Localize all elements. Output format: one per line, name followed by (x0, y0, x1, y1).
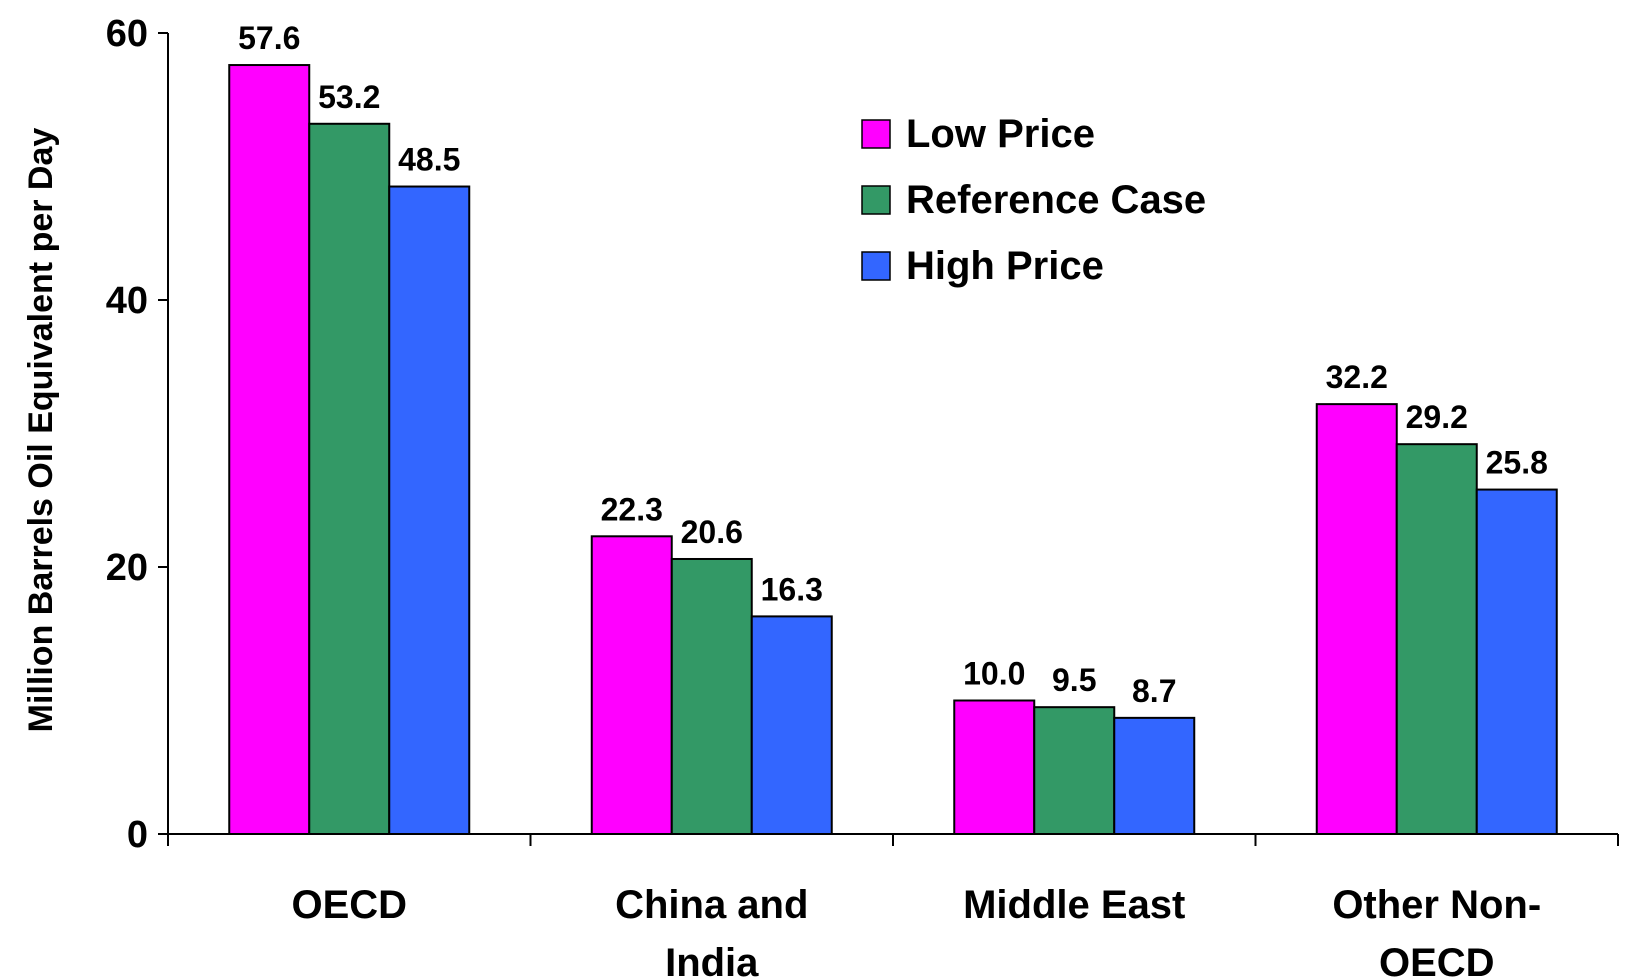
legend-swatch-high-price (861, 251, 891, 281)
y-tick-label: 60 (106, 13, 148, 55)
y-axis-title: Million Barrels Oil Equivalent per Day (22, 128, 60, 733)
legend-label-low-price: Low Price (906, 112, 1095, 156)
legend-label-high-price: High Price (906, 244, 1104, 288)
legend-label-reference-case: Reference Case (906, 178, 1206, 222)
data-label-low-price: 22.3 (601, 491, 663, 527)
category-label-china-and-india: China and (615, 883, 808, 927)
bar-low-price-oecd (228, 64, 311, 836)
data-label-low-price: 10.0 (963, 656, 1025, 692)
data-label-reference-case: 9.5 (1052, 662, 1096, 698)
data-label-high-price: 8.7 (1132, 673, 1176, 709)
data-label-high-price: 48.5 (398, 142, 460, 178)
legend-swatch-reference-case (861, 185, 891, 215)
y-tick-label: 40 (106, 280, 148, 322)
category-label-china-and-india: India (665, 941, 759, 979)
data-label-reference-case: 29.2 (1406, 399, 1468, 435)
bar-reference-case-other-non-oecd (1395, 443, 1478, 835)
bar-reference-case-oecd (308, 122, 391, 835)
bar-low-price-china-and-india (590, 535, 673, 835)
category-label-other-non-oecd: OECD (1379, 941, 1495, 979)
data-label-reference-case: 20.6 (681, 514, 743, 550)
bar-low-price-middle-east (953, 699, 1036, 835)
bar-high-price-china-and-india (750, 615, 833, 836)
y-tick-label: 20 (106, 547, 148, 589)
bar-high-price-middle-east (1113, 716, 1196, 835)
data-label-low-price: 32.2 (1326, 359, 1388, 395)
data-label-high-price: 25.8 (1486, 445, 1548, 481)
y-tick-label: 0 (127, 814, 148, 856)
category-label-oecd: OECD (291, 883, 407, 927)
data-label-reference-case: 53.2 (318, 79, 380, 115)
data-label-high-price: 16.3 (761, 571, 823, 607)
category-label-other-non-oecd: Other Non- (1332, 883, 1541, 927)
legend-swatch-low-price (861, 119, 891, 149)
bar-high-price-oecd (388, 185, 471, 835)
bar-reference-case-china-and-india (670, 557, 753, 835)
category-label-middle-east: Middle East (963, 883, 1185, 927)
data-label-low-price: 57.6 (238, 20, 300, 56)
bar-low-price-other-non-oecd (1315, 403, 1398, 835)
bar-high-price-other-non-oecd (1475, 488, 1558, 835)
bar-reference-case-middle-east (1033, 706, 1116, 835)
